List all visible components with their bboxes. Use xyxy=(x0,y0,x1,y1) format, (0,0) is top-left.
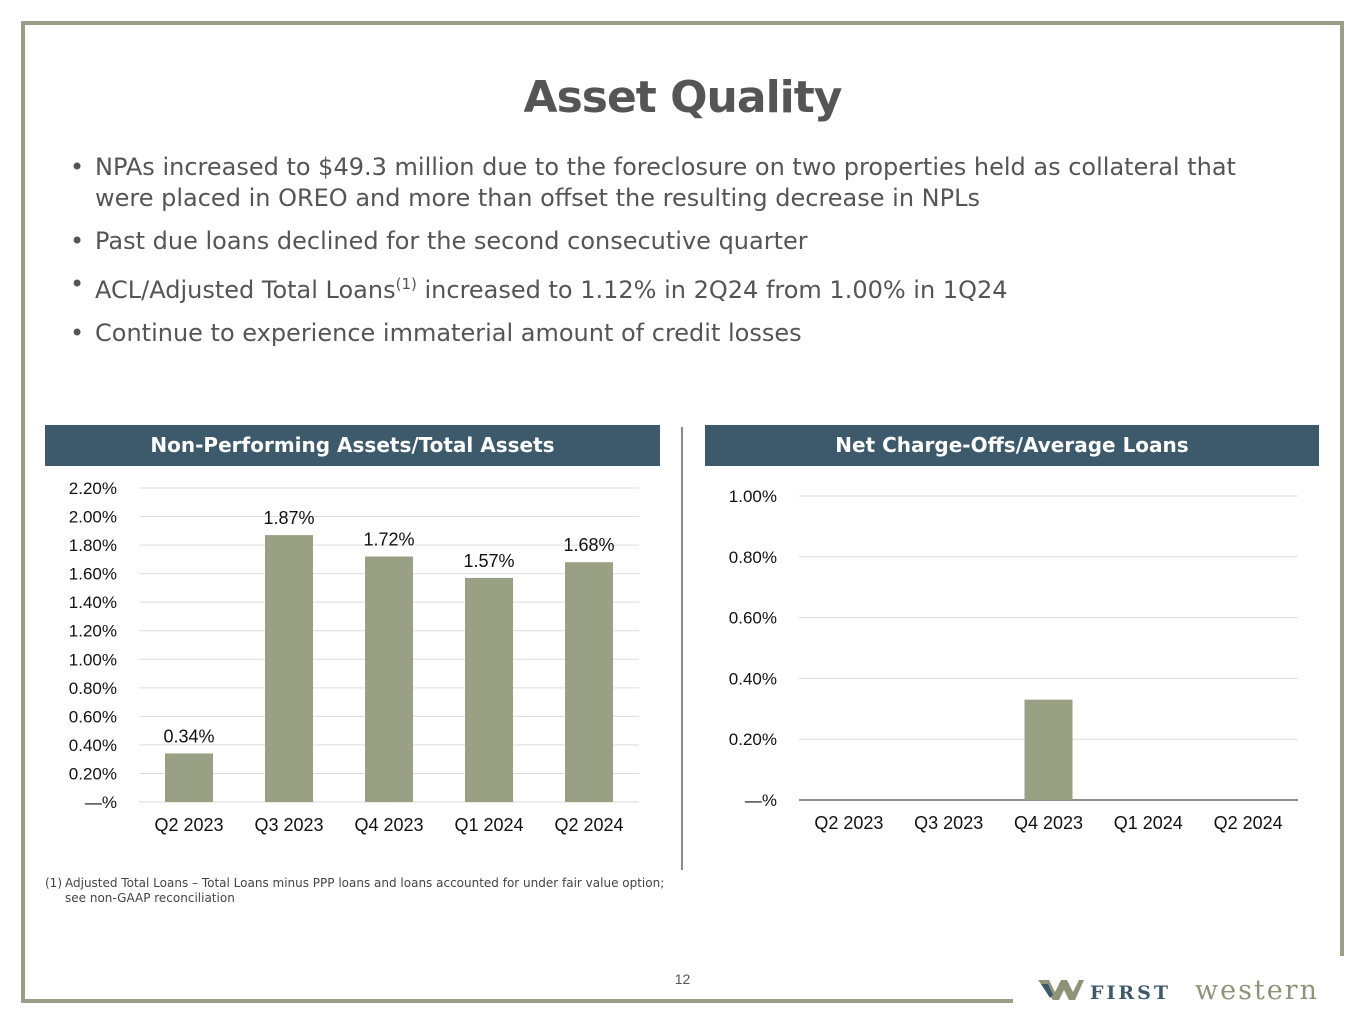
npa-chart-title: Non-Performing Assets/Total Assets xyxy=(45,425,660,466)
data-label: 1.87% xyxy=(263,508,314,528)
bullet-item: • NPAs increased to $49.3 million due to … xyxy=(70,152,1290,214)
logo-w-mark-icon xyxy=(1038,980,1084,1000)
footnote-text: Adjusted Total Loans – Total Loans minus… xyxy=(65,876,665,905)
bullet-text: Continue to experience immaterial amount… xyxy=(95,319,802,347)
bullet-text-continued: increased to 1.12% in 2Q24 from 1.00% in… xyxy=(416,276,1008,304)
bullet-text: Past due loans declined for the second c… xyxy=(95,227,808,255)
y-tick-label: 0.60% xyxy=(729,609,777,628)
data-label: 1.72% xyxy=(363,530,414,550)
y-tick-label: —% xyxy=(745,791,777,810)
bullet-text: NPAs increased to $49.3 million due to t… xyxy=(95,153,1236,212)
slide-frame-top xyxy=(21,21,1344,25)
y-tick-label: 2.20% xyxy=(69,479,117,498)
y-tick-label: 0.20% xyxy=(729,730,777,749)
y-tick-label: 0.80% xyxy=(69,679,117,698)
x-tick-label: Q3 2023 xyxy=(914,813,983,833)
bullet-dot-icon: • xyxy=(70,319,85,347)
y-tick-label: 0.60% xyxy=(69,707,117,726)
y-tick-label: 2.00% xyxy=(69,508,117,527)
y-tick-label: —% xyxy=(85,793,117,812)
x-tick-label: Q2 2023 xyxy=(814,813,883,833)
footnote-reference: (1) xyxy=(395,275,417,293)
x-tick-label: Q4 2023 xyxy=(1014,813,1083,833)
x-tick-label: Q2 2023 xyxy=(154,815,223,835)
nco-chart: —% 0.20% 0.40% 0.60% 0.80% 1.00% Q2 2023 Q3 202… xyxy=(729,487,1298,833)
bar xyxy=(365,556,413,802)
slide-frame-left xyxy=(21,21,25,1003)
bar xyxy=(1024,699,1073,800)
y-tick-label: 1.20% xyxy=(69,622,117,641)
x-tick-label: Q1 2024 xyxy=(454,815,523,835)
nco-chart-title: Net Charge-Offs/Average Loans xyxy=(705,425,1319,466)
bar xyxy=(465,577,513,802)
x-tick-label: Q2 2024 xyxy=(554,815,623,835)
footnote: (1) Adjusted Total Loans – Total Loans m… xyxy=(45,876,685,906)
bullet-dot-icon: • xyxy=(70,227,85,255)
page-title: Asset Quality xyxy=(523,72,843,123)
bar xyxy=(565,562,613,802)
bullet-text: ACL/Adjusted Total Loans xyxy=(95,276,396,304)
slide-frame-right xyxy=(1340,21,1344,956)
logo-first-text: FIRST xyxy=(1090,982,1172,1004)
data-label: 1.68% xyxy=(563,535,614,555)
y-tick-label: 1.80% xyxy=(69,536,117,555)
y-tick-label: 0.40% xyxy=(69,736,117,755)
y-tick-label: 1.00% xyxy=(729,487,777,506)
bullet-item: • ACL/Adjusted Total Loans(1) increased t… xyxy=(70,269,1290,306)
page-number: 12 xyxy=(674,971,691,987)
y-tick-label: 1.00% xyxy=(69,650,117,669)
x-tick-label: Q1 2024 xyxy=(1114,813,1183,833)
bar xyxy=(265,535,313,802)
y-tick-label: 0.80% xyxy=(729,548,777,567)
bullet-item: • Past due loans declined for the second … xyxy=(70,226,1290,257)
bullet-item: • Continue to experience immaterial amoun… xyxy=(70,318,1290,349)
y-tick-label: 1.60% xyxy=(69,565,117,584)
y-tick-label: 0.20% xyxy=(69,764,117,783)
x-tick-label: Q3 2023 xyxy=(254,815,323,835)
y-tick-label: 1.40% xyxy=(69,593,117,612)
logo-western-text: western xyxy=(1195,975,1320,1006)
data-label: 0.34% xyxy=(163,726,214,746)
slide-frame-bottom xyxy=(21,999,1013,1003)
chart-divider xyxy=(681,427,683,870)
bar xyxy=(165,753,213,802)
bullet-list: • NPAs increased to $49.3 million due to … xyxy=(70,152,1290,361)
bullet-dot-icon: • xyxy=(70,153,85,181)
bullet-dot-icon: • xyxy=(70,270,85,298)
footnote-marker: (1) xyxy=(45,876,62,890)
x-tick-label: Q4 2023 xyxy=(354,815,423,835)
data-label: 1.57% xyxy=(463,551,514,571)
x-tick-label: Q2 2024 xyxy=(1214,813,1283,833)
y-tick-label: 0.40% xyxy=(729,669,777,688)
npa-chart: —% 0.20% 0.40% 0.60% 0.80% 1.00% 1.20% 1.40% 1.6… xyxy=(69,479,639,835)
